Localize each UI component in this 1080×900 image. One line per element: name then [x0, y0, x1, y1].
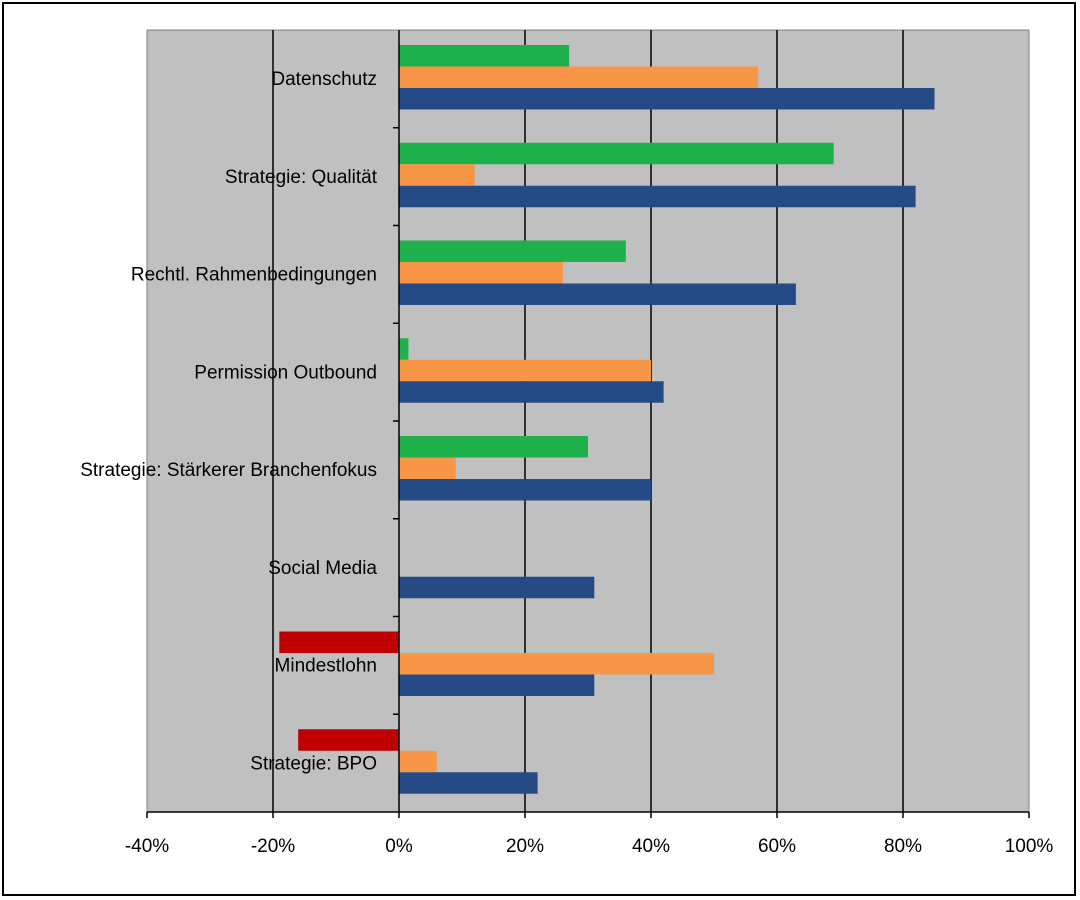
x-tick-label: -40%	[125, 836, 169, 857]
x-tick-labels: -40% -20% 0% 20% 40% 60% 80% 100%	[125, 836, 1054, 857]
category-label: Social Media	[268, 558, 377, 579]
bar-series-green	[399, 45, 570, 67]
bar-series-orange	[399, 66, 759, 88]
category-label: Strategie: BPO	[250, 753, 377, 774]
category-label: Rechtl. Rahmenbedingungen	[131, 265, 377, 286]
category-labels: Datenschutz Strategie: Qualität Rechtl. Ra…	[80, 69, 377, 774]
bar-series-green	[399, 436, 588, 458]
x-tick-label: 100%	[1005, 836, 1054, 857]
bar-series-blue	[399, 283, 796, 305]
x-tick-label: 20%	[506, 836, 544, 857]
category-label: Strategie: Stärkerer Branchenfokus	[80, 460, 377, 481]
category-label: Permission Outbound	[194, 362, 377, 383]
x-tick-label: 80%	[884, 836, 922, 857]
bar-series-blue	[399, 479, 651, 501]
category-label: Datenschutz	[271, 69, 377, 90]
bar-series-blue	[399, 674, 595, 696]
bar-series-blue	[399, 88, 935, 110]
bar-series-green	[399, 240, 626, 262]
bar-series-green	[399, 338, 409, 360]
bar-series-red	[298, 729, 399, 751]
bars	[279, 45, 935, 794]
axes	[146, 30, 1030, 818]
bar-series-orange	[399, 359, 651, 382]
bar-series-blue	[399, 576, 595, 599]
bar-series-orange	[399, 653, 714, 675]
bar-series-blue	[399, 185, 916, 208]
x-tick-label: -20%	[251, 836, 295, 857]
bar-series-green	[399, 142, 834, 165]
bar-series-orange	[399, 457, 456, 479]
category-label: Strategie: Qualität	[225, 167, 378, 188]
bar-series-orange	[399, 262, 563, 284]
bar-series-blue	[399, 772, 538, 794]
bar-series-blue	[399, 381, 664, 403]
x-tick-label: 60%	[758, 836, 796, 857]
bar-series-red	[279, 631, 399, 653]
x-tick-label: 0%	[385, 836, 413, 857]
x-tick-label: 40%	[632, 836, 670, 857]
bar-series-orange	[399, 750, 437, 773]
bar-series-orange	[399, 164, 475, 186]
category-label: Mindestlohn	[275, 656, 377, 677]
